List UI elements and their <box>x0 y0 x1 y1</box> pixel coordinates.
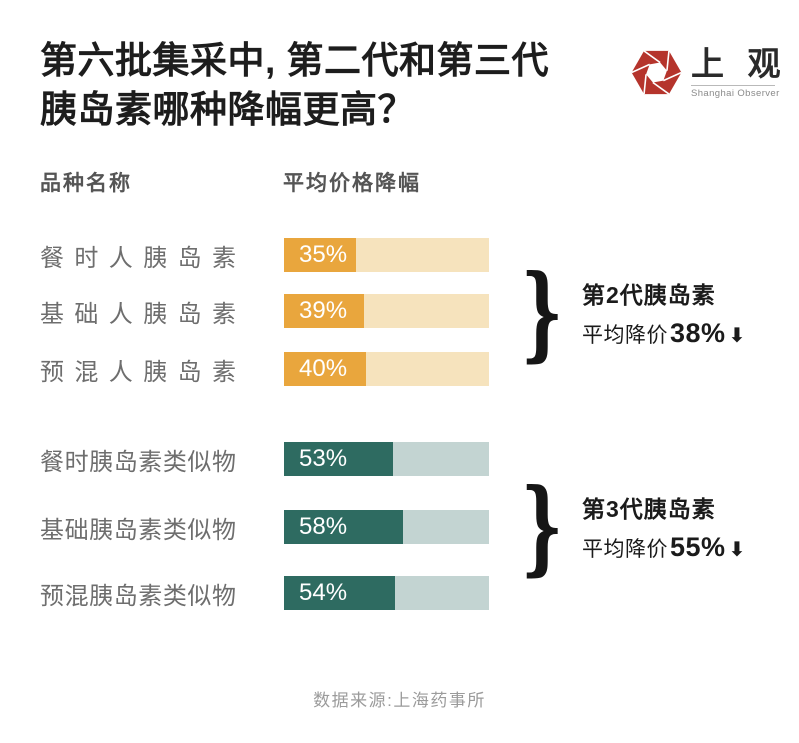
logo-text-block: 上 观 Shanghai Observer <box>691 46 787 99</box>
shanghai-observer-logo: 上 观 Shanghai Observer <box>630 46 787 99</box>
avg-prefix: 平均降价 <box>582 537 668 561</box>
curly-bracket: } <box>520 251 564 373</box>
page-title: 第六批集采中, 第二代和第三代 胰岛素哪种降幅更高？ <box>40 36 630 134</box>
category-label: 预混胰岛素类似物 <box>40 582 236 610</box>
bar-value-label: 39% <box>299 297 348 324</box>
bar-row-basal-human: 基础人胰岛素 39% <box>40 294 489 328</box>
avg-value: 38% <box>670 317 726 348</box>
bar-fill: 58% <box>284 510 403 544</box>
column-header-value: 平均价格降幅 <box>283 172 421 195</box>
aperture-hexagon-icon <box>631 50 682 95</box>
bar-value-label: 53% <box>299 445 348 472</box>
bar-fill: 54% <box>284 576 395 610</box>
bar-row-mealtime-analog: 餐时胰岛素类似物 53% <box>40 442 489 476</box>
logo-en-text: Shanghai Observer <box>691 88 780 99</box>
bar-track: 39% <box>284 294 489 328</box>
bar-row-mealtime-human: 餐时人胰岛素 35% <box>40 238 489 272</box>
annotation-text-block: 第2代胰岛素 平均降价 38% ⬇ <box>582 276 746 349</box>
group-annotation-gen3: } 第3代胰岛素 平均降价 55% ⬇ <box>520 442 746 610</box>
category-label: 预混人胰岛素 <box>40 358 236 386</box>
bar-row-premix-human: 预混人胰岛素 40% <box>40 352 489 386</box>
bar-track: 40% <box>284 352 489 386</box>
logo-divider <box>691 85 775 86</box>
bar-track: 53% <box>284 442 489 476</box>
category-label: 基础胰岛素类似物 <box>40 516 236 544</box>
annotation-text-block: 第3代胰岛素 平均降价 55% ⬇ <box>582 490 746 563</box>
bar-value-label: 54% <box>299 579 348 606</box>
bar-row-premix-analog: 预混胰岛素类似物 54% <box>40 576 489 610</box>
group-average: 平均降价 38% ⬇ <box>582 318 746 349</box>
bar-value-label: 40% <box>299 355 348 382</box>
bar-row-basal-analog: 基础胰岛素类似物 58% <box>40 510 489 544</box>
logo-cn-text: 上 观 <box>691 44 787 83</box>
bar-value-label: 58% <box>299 513 348 540</box>
group-average: 平均降价 55% ⬇ <box>582 532 746 563</box>
data-source: 数据来源:上海药事所 <box>313 691 486 710</box>
bar-value-label: 35% <box>299 241 348 268</box>
bar-fill: 35% <box>284 238 356 272</box>
bar-fill: 40% <box>284 352 366 386</box>
bar-track: 35% <box>284 238 489 272</box>
category-label: 餐时胰岛素类似物 <box>40 448 236 476</box>
column-header-name: 品种名称 <box>40 172 132 195</box>
category-label: 餐时人胰岛素 <box>40 244 236 272</box>
down-arrow-icon: ⬇ <box>728 538 746 561</box>
title-line-2: 胰岛素哪种降幅更高？ <box>40 89 415 130</box>
bar-fill: 39% <box>284 294 364 328</box>
curly-bracket: } <box>520 465 564 587</box>
avg-value: 55% <box>670 531 726 562</box>
category-label: 基础人胰岛素 <box>40 300 236 328</box>
bar-fill: 53% <box>284 442 393 476</box>
avg-prefix: 平均降价 <box>582 323 668 347</box>
group-name: 第2代胰岛素 <box>582 281 716 308</box>
group-annotation-gen2: } 第2代胰岛素 平均降价 38% ⬇ <box>520 238 746 386</box>
bar-track: 54% <box>284 576 489 610</box>
group-name: 第3代胰岛素 <box>582 495 716 522</box>
title-line-1: 第六批集采中, 第二代和第三代 <box>40 40 550 81</box>
bar-track: 58% <box>284 510 489 544</box>
down-arrow-icon: ⬇ <box>728 324 746 347</box>
